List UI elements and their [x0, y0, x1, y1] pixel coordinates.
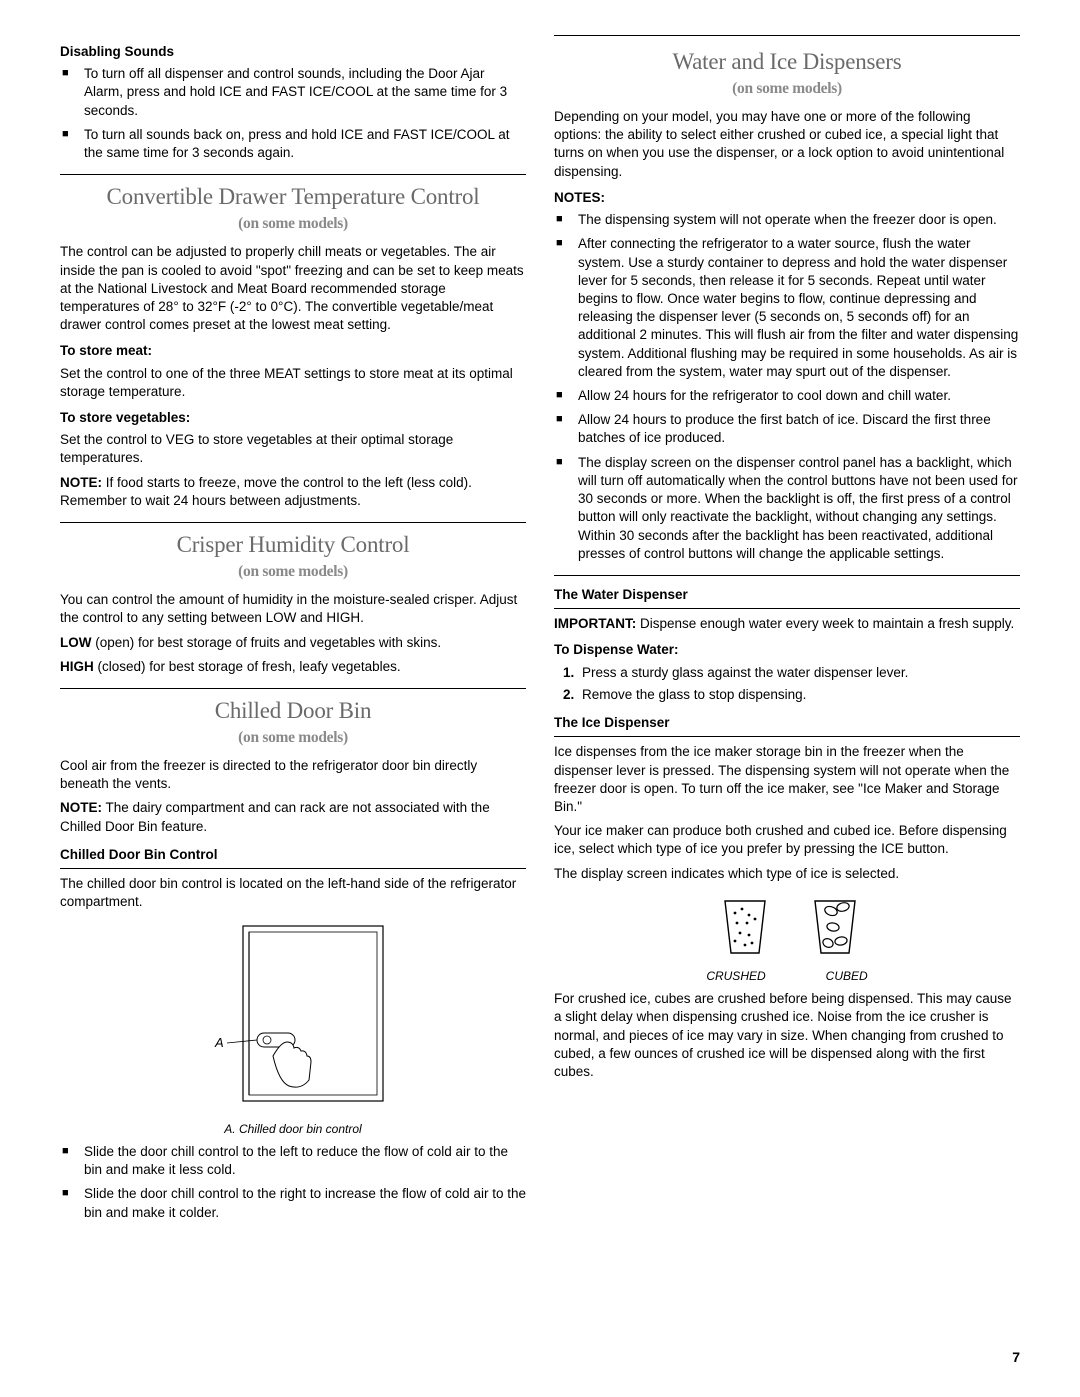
disabling-sounds-list: To turn off all dispenser and control so…	[60, 65, 526, 162]
chilled-items: Slide the door chill control to the left…	[60, 1143, 526, 1222]
divider	[60, 522, 526, 523]
ice-glasses-icon	[677, 893, 897, 963]
ice-p1: Ice dispenses from the ice maker storage…	[554, 743, 1020, 816]
ice-p2: Your ice maker can produce both crushed …	[554, 822, 1020, 858]
list-item: To turn off all dispenser and control so…	[84, 65, 526, 120]
note-text: The dairy compartment and can rack are n…	[60, 800, 490, 833]
chilled-sub: (on some models)	[60, 728, 526, 749]
water-sub: (on some models)	[554, 79, 1020, 100]
crisper-high: HIGH (closed) for best storage of fresh,…	[60, 658, 526, 676]
high-label: HIGH	[60, 659, 94, 674]
store-meat-text: Set the control to one of the three MEAT…	[60, 365, 526, 401]
divider	[60, 174, 526, 175]
convertible-title: Convertible Drawer Temperature Control	[60, 181, 526, 212]
dispense-water-heading: To Dispense Water:	[554, 641, 1020, 659]
ice-labels: CRUSHED CUBED	[554, 968, 1020, 984]
list-item: After connecting the refrigerator to a w…	[578, 235, 1020, 381]
refrigerator-diagram-icon: A	[173, 921, 413, 1111]
page-columns: Disabling Sounds To turn off all dispens…	[60, 35, 1020, 1228]
cubed-label: CUBED	[826, 968, 868, 984]
chilled-note: NOTE: The dairy compartment and can rack…	[60, 799, 526, 835]
crisper-sub: (on some models)	[60, 562, 526, 583]
water-title: Water and Ice Dispensers	[554, 46, 1020, 77]
convertible-note: NOTE: If food starts to freeze, move the…	[60, 474, 526, 510]
ice-dispenser-heading: The Ice Dispenser	[554, 714, 1020, 737]
important-note: IMPORTANT: Dispense enough water every w…	[554, 615, 1020, 633]
crisper-low: LOW (open) for best storage of fruits an…	[60, 634, 526, 652]
step-item: Remove the glass to stop dispensing.	[578, 686, 1020, 704]
water-dispenser-heading: The Water Dispenser	[554, 586, 1020, 609]
top-divider	[554, 35, 1020, 36]
list-item: Slide the door chill control to the righ…	[84, 1185, 526, 1221]
divider	[60, 688, 526, 689]
store-veg-text: Set the control to VEG to store vegetabl…	[60, 431, 526, 467]
water-intro: Depending on your model, you may have on…	[554, 108, 1020, 181]
note-text: If food starts to freeze, move the contr…	[60, 475, 472, 508]
crisper-title: Crisper Humidity Control	[60, 529, 526, 560]
chilled-title: Chilled Door Bin	[60, 695, 526, 726]
crushed-label: CRUSHED	[706, 968, 765, 984]
list-item: The dispensing system will not operate w…	[578, 211, 1020, 229]
low-text: (open) for best storage of fruits and ve…	[92, 635, 442, 650]
important-text: Dispense enough water every week to main…	[636, 616, 1014, 631]
ice-p4: For crushed ice, cubes are crushed befor…	[554, 990, 1020, 1081]
important-label: IMPORTANT:	[554, 616, 636, 631]
chilled-door-figure: A A. Chilled door bin control	[60, 921, 526, 1136]
notes-heading: NOTES:	[554, 189, 1020, 207]
list-item: Slide the door chill control to the left…	[84, 1143, 526, 1179]
convertible-intro: The control can be adjusted to properly …	[60, 243, 526, 334]
dispense-steps: Press a sturdy glass against the water d…	[554, 664, 1020, 704]
list-item: To turn all sounds back on, press and ho…	[84, 126, 526, 162]
list-item: Allow 24 hours to produce the first batc…	[578, 411, 1020, 447]
crisper-p1: You can control the amount of humidity i…	[60, 591, 526, 627]
left-column: Disabling Sounds To turn off all dispens…	[60, 35, 526, 1228]
step-item: Press a sturdy glass against the water d…	[578, 664, 1020, 682]
store-meat-heading: To store meat:	[60, 342, 526, 360]
chilled-p2: The chilled door bin control is located …	[60, 875, 526, 911]
convertible-sub: (on some models)	[60, 214, 526, 235]
page-number: 7	[1012, 1348, 1020, 1367]
fig-label-a: A	[214, 1035, 224, 1050]
chilled-control-heading: Chilled Door Bin Control	[60, 846, 526, 869]
note-label: NOTE:	[60, 800, 102, 815]
notes-list: The dispensing system will not operate w…	[554, 211, 1020, 563]
note-label: NOTE:	[60, 475, 102, 490]
disabling-sounds-heading: Disabling Sounds	[60, 43, 526, 61]
ice-p3: The display screen indicates which type …	[554, 865, 1020, 883]
low-label: LOW	[60, 635, 92, 650]
store-veg-heading: To store vegetables:	[60, 409, 526, 427]
chilled-p1: Cool air from the freezer is directed to…	[60, 757, 526, 793]
list-item: The display screen on the dispenser cont…	[578, 454, 1020, 563]
high-text: (closed) for best storage of fresh, leaf…	[94, 659, 401, 674]
right-column: Water and Ice Dispensers (on some models…	[554, 35, 1020, 1228]
ice-figure: CRUSHED CUBED	[554, 893, 1020, 984]
figure-caption: A. Chilled door bin control	[60, 1121, 526, 1137]
divider	[554, 575, 1020, 576]
list-item: Allow 24 hours for the refrigerator to c…	[578, 387, 1020, 405]
